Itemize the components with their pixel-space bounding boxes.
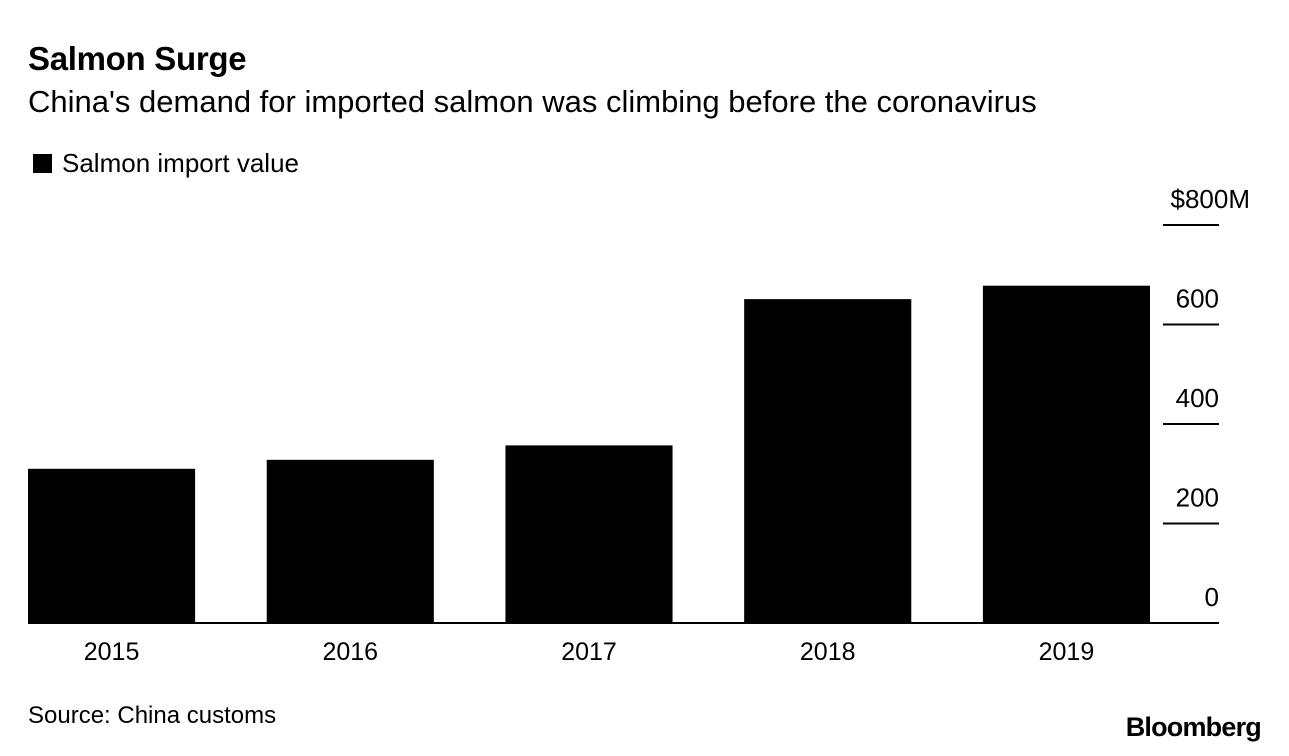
bar-2016 xyxy=(266,459,434,623)
bar-2017 xyxy=(505,445,673,623)
y-tick-label-0: 0 xyxy=(1205,582,1219,612)
chart-subtitle: China's demand for imported salmon was c… xyxy=(28,84,1037,119)
y-tick-label-400: 400 xyxy=(1176,383,1219,413)
x-tick-label-2016: 2016 xyxy=(322,638,378,666)
legend: Salmon import value xyxy=(33,148,299,179)
chart-title: Salmon Surge xyxy=(28,40,247,77)
bloomberg-logo: Bloomberg xyxy=(1125,712,1262,742)
bar-2018 xyxy=(744,299,912,623)
source-note: Source: China customs xyxy=(28,702,277,729)
x-tick-label-2019: 2019 xyxy=(1039,638,1095,666)
legend-label: Salmon import value xyxy=(62,148,299,178)
x-tick-label-2018: 2018 xyxy=(800,638,856,666)
y-tick-label-800: $800M xyxy=(1171,184,1251,214)
x-tick-label-2015: 2015 xyxy=(84,638,140,666)
y-tick-label-200: 200 xyxy=(1176,483,1219,513)
bar-2015 xyxy=(28,468,196,623)
bar-2019 xyxy=(982,285,1150,623)
x-tick-label-2017: 2017 xyxy=(561,638,617,666)
legend-swatch xyxy=(33,154,52,173)
y-tick-label-600: 600 xyxy=(1176,284,1219,314)
